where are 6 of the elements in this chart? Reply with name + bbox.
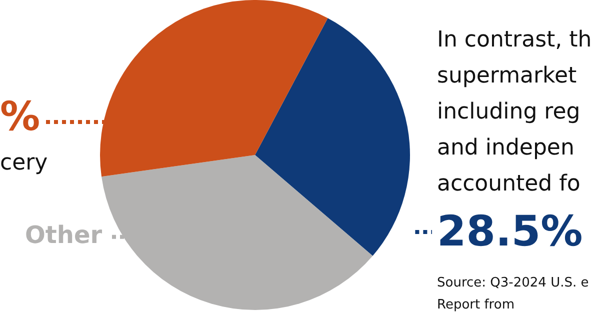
text: In contrast, th supermarket including reg and indepen accounted fo bbox=[437, 28, 592, 196]
data-label: 28.5% bbox=[437, 206, 583, 256]
text: cery bbox=[0, 150, 48, 176]
data-label: % bbox=[0, 94, 40, 140]
source-note: Source: Q3-2024 U.S. e Report from bbox=[437, 276, 589, 312]
slice-label: Other bbox=[25, 220, 102, 249]
